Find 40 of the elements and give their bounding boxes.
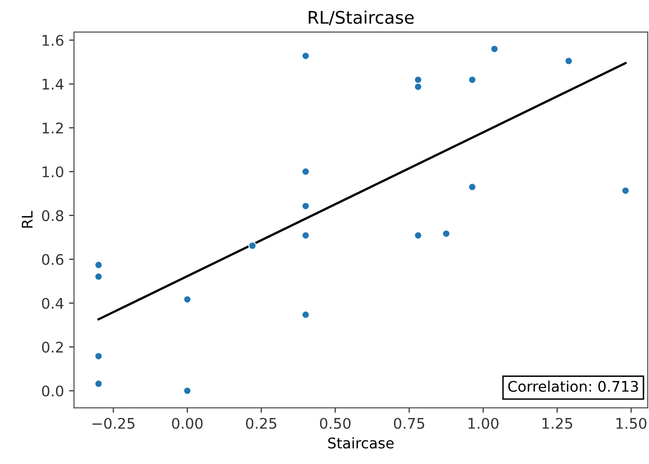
point [248, 242, 257, 250]
point [490, 44, 499, 54]
x-tick-label: −0.25 [92, 418, 134, 429]
point [94, 260, 103, 270]
x-tick-label: 1.50 [616, 418, 646, 429]
point [183, 295, 192, 304]
point [302, 310, 310, 319]
point [564, 56, 573, 66]
point [468, 76, 476, 84]
x-tick-label: 1.00 [468, 418, 498, 429]
x-tick-label: 0.75 [394, 418, 424, 429]
x-tick-label: 1.25 [542, 418, 572, 429]
y-axis-title: RL [22, 210, 32, 228]
point [414, 82, 422, 91]
y-tick-label: 1.4 [42, 78, 64, 90]
point [468, 182, 476, 192]
x-tick-label: 0.00 [172, 418, 203, 429]
y-tick-label: 0.4 [42, 298, 64, 309]
y-tick-label: 1.6 [42, 34, 64, 46]
point [94, 380, 103, 388]
point [302, 231, 310, 240]
point [183, 386, 192, 395]
point [302, 202, 310, 210]
y-tick-label: 0.6 [42, 254, 64, 266]
y-tick-label: 0.8 [42, 210, 64, 222]
point [302, 167, 310, 176]
y-tick-label: 1.2 [42, 122, 63, 134]
point [94, 272, 103, 281]
chart-title: RL/Staircase [308, 10, 414, 26]
y-tick-label: 1.0 [42, 166, 64, 178]
y-tick-label: 0.2 [42, 342, 63, 353]
point [414, 231, 422, 240]
annotation: Correlation: 0.713 [508, 380, 638, 392]
point [302, 52, 310, 60]
x-axis-title: Staircase [328, 437, 394, 449]
x-tick-label: 0.25 [246, 418, 276, 429]
point [621, 186, 630, 195]
point [414, 76, 422, 84]
y-tick-label: 0.0 [42, 385, 64, 397]
x-tick-label: 0.50 [320, 418, 351, 429]
